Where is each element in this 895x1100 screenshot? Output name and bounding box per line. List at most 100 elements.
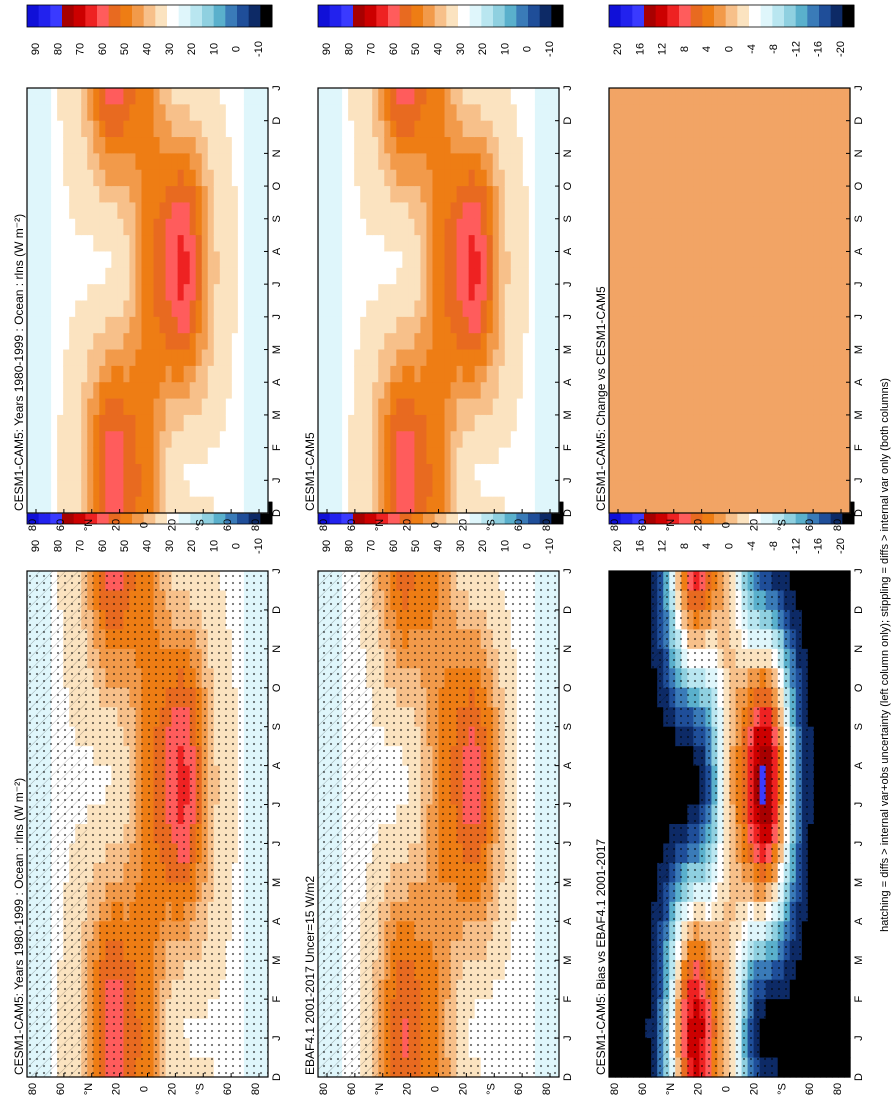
heatmap-cell xyxy=(45,496,52,514)
colorbar-swatch xyxy=(318,5,331,27)
heatmap-cell xyxy=(498,104,506,122)
heatmap-cell xyxy=(336,202,343,220)
heatmap-cell xyxy=(39,88,46,105)
heatmap-cell xyxy=(159,267,167,285)
heatmap-cell xyxy=(456,218,464,236)
heatmap-cell xyxy=(147,153,155,171)
heatmap-cell xyxy=(135,235,143,253)
heatmap-cell xyxy=(63,218,70,236)
heatmap-cell xyxy=(468,496,476,514)
heatmap-cell xyxy=(207,235,215,253)
heatmap-cell xyxy=(141,496,149,514)
heatmap-cell xyxy=(165,398,173,416)
heatmap-cell xyxy=(153,202,161,220)
colorbar-swatch xyxy=(85,5,98,27)
heatmap-cell xyxy=(249,137,257,154)
heatmap-cell xyxy=(213,104,221,122)
heatmap-cell xyxy=(420,333,428,351)
heatmap-cell xyxy=(51,365,58,383)
x-tick-label: N xyxy=(562,645,574,653)
heatmap-cell xyxy=(366,137,373,154)
colorbar-label: 90 xyxy=(321,43,333,55)
heatmap-cell xyxy=(474,431,482,449)
heatmap-cell xyxy=(330,349,337,367)
heatmap-cell xyxy=(117,365,125,383)
heatmap-cell xyxy=(189,284,197,302)
heatmap-cell xyxy=(219,349,227,367)
heatmap-cell xyxy=(261,88,269,105)
heatmap-cell xyxy=(414,235,422,253)
heatmap-cell xyxy=(165,104,173,122)
heatmap-cell xyxy=(468,104,476,122)
heatmap-cell xyxy=(57,218,64,236)
heatmap-cell xyxy=(402,349,409,367)
heatmap-cell xyxy=(117,218,125,236)
heatmap-cell xyxy=(552,300,560,318)
heatmap-cell xyxy=(486,169,494,187)
heatmap-cell xyxy=(207,153,215,171)
heatmap-cell xyxy=(336,120,343,138)
heatmap-cell xyxy=(390,169,397,187)
heatmap-cell xyxy=(330,202,337,220)
heatmap-cell xyxy=(408,333,416,351)
heatmap-cell xyxy=(165,88,173,105)
heatmap-cell xyxy=(492,104,500,122)
heatmap-cell xyxy=(255,153,263,171)
heatmap-cell xyxy=(69,88,76,105)
heatmap-cell xyxy=(105,300,112,318)
heatmap-cell xyxy=(318,349,325,367)
heatmap-cell xyxy=(378,235,385,253)
heatmap-cell xyxy=(135,120,143,138)
heatmap-cell xyxy=(486,447,494,465)
heatmap-cell xyxy=(207,349,215,367)
heatmap-cell xyxy=(450,382,458,400)
heatmap-cell xyxy=(432,218,440,236)
heatmap-cell xyxy=(420,202,428,220)
heatmap-cell xyxy=(378,463,385,481)
heatmap-cell xyxy=(189,300,197,318)
heatmap-cell xyxy=(177,349,185,367)
heatmap-cell xyxy=(438,218,446,236)
heatmap-cell xyxy=(414,153,422,171)
heatmap-cell xyxy=(378,447,385,465)
heatmap-cell xyxy=(189,202,197,220)
heatmap-cell xyxy=(135,382,143,400)
heatmap-cell xyxy=(39,235,46,253)
x-tick-label: M xyxy=(271,410,283,419)
heatmap-cell xyxy=(177,202,185,220)
heatmap-cell xyxy=(330,300,337,318)
heatmap-cell xyxy=(117,137,125,154)
heatmap-cell xyxy=(195,120,203,138)
heatmap-cell xyxy=(456,447,464,465)
heatmap-cell xyxy=(135,251,143,269)
heatmap-cell xyxy=(336,300,343,318)
heatmap-cell xyxy=(354,300,361,318)
heatmap-cell xyxy=(372,267,379,285)
heatmap-cell xyxy=(33,186,40,204)
heatmap-cell xyxy=(504,267,512,285)
heatmap-cell xyxy=(450,153,458,171)
heatmap-cell xyxy=(219,104,227,122)
heatmap-cell xyxy=(195,169,203,187)
heatmap-cell xyxy=(75,284,82,302)
heatmap-cell xyxy=(468,153,476,171)
heatmap-cell xyxy=(402,316,409,334)
heatmap-cell xyxy=(207,365,215,383)
heatmap-cell xyxy=(171,251,179,269)
heatmap-cell xyxy=(39,382,46,400)
heatmap-cell xyxy=(243,300,251,318)
heatmap-cell xyxy=(354,267,361,285)
heatmap-cell xyxy=(546,447,554,465)
heatmap-cell xyxy=(255,186,263,204)
heatmap-cell xyxy=(207,284,215,302)
heatmap-cell xyxy=(159,447,167,465)
heatmap-cell xyxy=(63,414,70,432)
heatmap-cell xyxy=(87,398,94,416)
heatmap-cell xyxy=(534,169,542,187)
heatmap-cell xyxy=(552,431,560,449)
heatmap-cell xyxy=(432,267,440,285)
panel-p5: 80 60 °N 20 0 20 °S 60 80DJFMAMJJASONDJCESM1-CAM… xyxy=(594,501,865,1095)
heatmap-cell xyxy=(111,333,118,351)
x-tick-label: F xyxy=(271,996,283,1003)
